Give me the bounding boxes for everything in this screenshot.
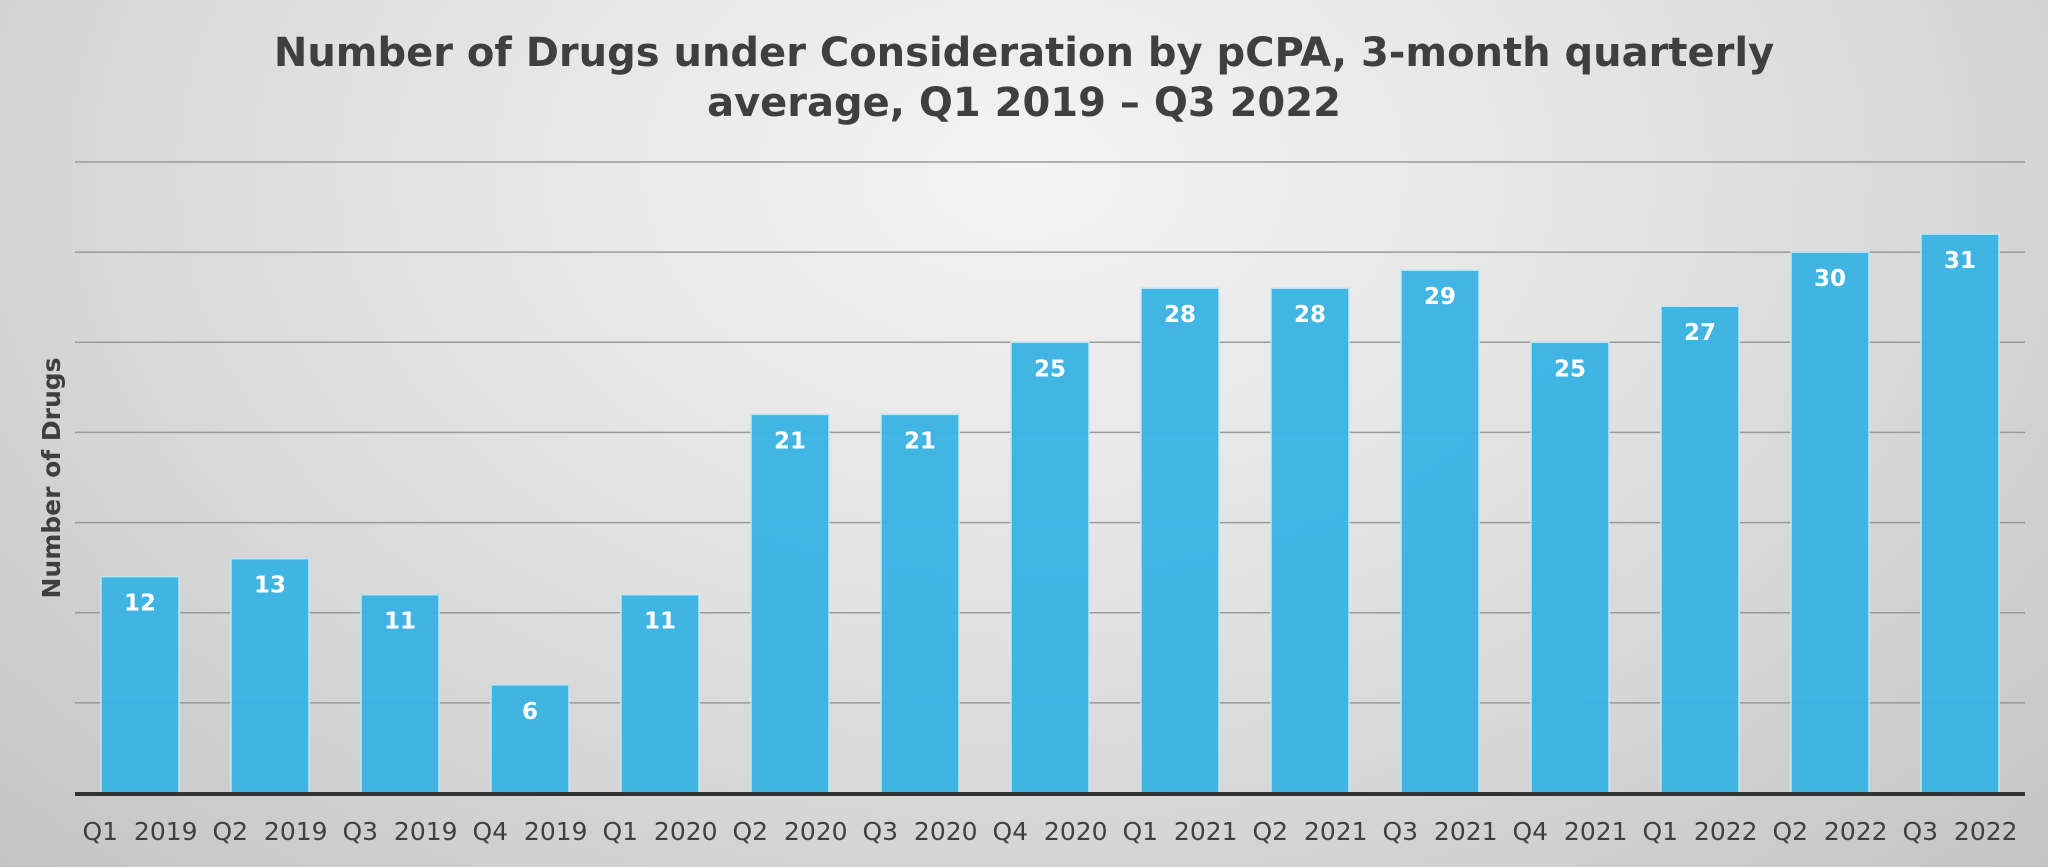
x-tick-labels: Q1 2019 Q2 2019 Q3 2019 Q4 2019 Q1 2020 Q2 20… [82,817,2017,846]
x-tick-label: Q2 2021 [1252,817,1367,846]
x-tick-label: Q4 2020 [992,817,1107,846]
x-tick-label: Q2 2022 [1772,817,1887,846]
x-tick-label: Q2 2019 [212,817,327,846]
x-tick-label: Q3 2022 [1902,817,2017,846]
data-label: 6 [522,699,538,725]
data-label: 27 [1684,320,1716,346]
x-tick-label: Q4 2019 [472,817,587,846]
x-tick-label: Q1 2019 [82,817,197,846]
data-label: 13 [254,573,286,599]
bar [620,593,700,794]
x-tick-label: Q3 2020 [862,817,977,846]
x-tick-label: Q3 2019 [342,817,457,846]
bar [1270,287,1350,794]
data-label: 28 [1294,302,1326,328]
data-label: 28 [1164,302,1196,328]
bar [1790,251,1870,794]
data-label: 21 [774,428,806,454]
bar [360,593,440,794]
data-label: 25 [1554,356,1586,382]
x-tick-label: Q1 2020 [602,817,717,846]
bars [100,233,2000,794]
data-label: 29 [1424,284,1456,310]
bar [490,684,570,794]
bar [1010,341,1090,794]
data-label: 30 [1814,266,1846,292]
bar [750,413,830,794]
data-label: 31 [1944,248,1976,274]
bar [1140,287,1220,794]
chart-title-line-2: average, Q1 2019 – Q3 2022 [707,80,1341,126]
data-label: 12 [124,591,156,617]
bar [230,557,310,794]
bar [1660,305,1740,794]
bar [880,413,960,794]
x-tick-label: Q2 2020 [732,817,847,846]
data-label: 11 [384,609,416,635]
y-axis-label: Number of Drugs [37,357,66,598]
x-tick-label: Q1 2022 [1642,817,1757,846]
data-label: 25 [1034,356,1066,382]
x-tick-label: Q3 2021 [1382,817,1497,846]
chart-title-line-1: Number of Drugs under Consideration by p… [274,30,1774,76]
x-tick-label: Q1 2021 [1122,817,1237,846]
x-tick-label: Q4 2021 [1512,817,1627,846]
bar [1920,233,2000,794]
bar [1400,269,1480,794]
data-label: 11 [644,609,676,635]
bar [1530,341,1610,794]
data-labels: 12 13 11 6 11 21 21 25 28 28 29 25 27 30 31 [124,248,1976,725]
data-label: 21 [904,428,936,454]
